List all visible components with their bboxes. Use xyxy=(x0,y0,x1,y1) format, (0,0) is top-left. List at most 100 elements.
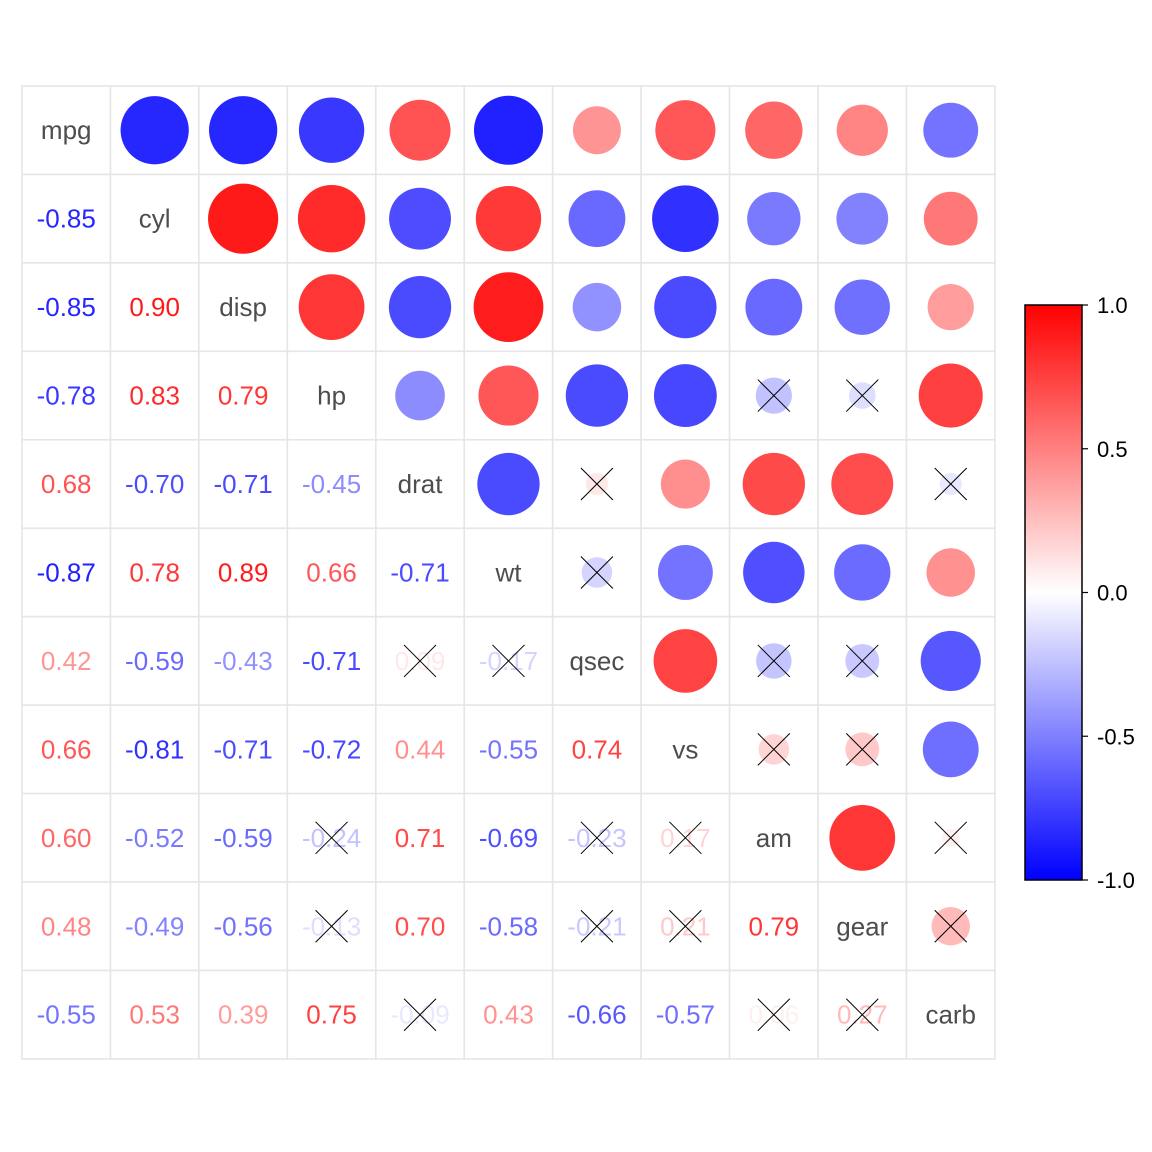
cell-disp-disp xyxy=(198,262,289,353)
cell-wt-hp xyxy=(286,527,377,618)
cell-carb-qsec xyxy=(551,969,642,1060)
insignificant-cross-hp-am xyxy=(757,379,791,412)
cell-drat-drat xyxy=(374,438,466,530)
insignificant-cross-wt-qsec xyxy=(580,556,614,589)
insignificant-cross-vs-gear xyxy=(845,733,879,766)
insignificant-cross-gear-qsec xyxy=(580,909,614,943)
coef-label-hp-mpg: -0.78 xyxy=(37,381,96,411)
coef-label-drat-mpg: 0.68 xyxy=(41,469,92,499)
cell-vs-hp xyxy=(286,704,377,795)
diag-label-drat: drat xyxy=(398,469,444,499)
coef-circle-disp-gear xyxy=(834,279,890,335)
coef-circle-cyl-gear xyxy=(836,192,889,245)
cell-wt-drat xyxy=(374,527,466,618)
cell-carb-vs xyxy=(640,969,731,1060)
coef-label-qsec-cyl: -0.59 xyxy=(125,646,184,676)
insignificant-cross-qsec-gear xyxy=(845,644,879,678)
cell-drat-qsec xyxy=(551,438,642,530)
coef-circle-wt-am xyxy=(743,541,805,604)
diag-label-am: am xyxy=(756,823,792,853)
cell-am-cyl xyxy=(109,792,200,883)
insignificant-cross-am-qsec xyxy=(580,821,614,855)
coef-circle-am-gear xyxy=(829,804,896,871)
insignificant-cross-gear-vs xyxy=(669,909,702,943)
diag-label-gear: gear xyxy=(836,911,888,941)
coef-label-hp-cyl: 0.83 xyxy=(129,381,180,411)
cell-hp-disp xyxy=(198,350,289,441)
coef-label-vs-drat: 0.44 xyxy=(395,734,446,764)
coef-circle-drat-wt xyxy=(477,452,540,516)
coef-label-cyl-mpg: -0.85 xyxy=(37,204,96,234)
coef-circle-disp-hp xyxy=(298,274,365,341)
cell-qsec-hp xyxy=(286,615,377,706)
coef-label-carb-mpg: -0.55 xyxy=(37,1000,96,1030)
coef-circle-hp-drat xyxy=(395,370,445,421)
coef-circle-disp-am xyxy=(745,278,803,336)
diag-label-vs: vs xyxy=(672,734,698,764)
coef-circle-mpg-disp xyxy=(209,96,278,165)
cell-vs-vs xyxy=(640,704,731,795)
coef-circle-qsec-vs xyxy=(653,629,718,693)
colorbar-gradient xyxy=(1024,304,1083,881)
coef-circle-mpg-am xyxy=(745,101,803,159)
insignificant-cross-carb-gear xyxy=(845,998,879,1032)
insignificant-cross-qsec-wt xyxy=(492,644,525,678)
coef-label-wt-mpg: -0.87 xyxy=(37,557,96,587)
coef-circle-disp-carb xyxy=(927,284,974,331)
coef-label-am-disp: -0.59 xyxy=(213,823,272,853)
coef-circle-cyl-disp xyxy=(208,183,279,254)
insignificant-cross-am-vs xyxy=(669,821,702,855)
cell-disp-mpg xyxy=(21,262,112,353)
coef-circle-mpg-wt xyxy=(473,95,543,165)
cell-cyl-mpg xyxy=(21,173,112,264)
coef-circle-mpg-vs xyxy=(655,100,716,161)
insignificant-cross-gear-hp xyxy=(315,909,348,943)
coef-label-carb-vs: -0.57 xyxy=(656,1000,715,1030)
cell-qsec-mpg xyxy=(21,615,112,706)
cell-mpg-mpg xyxy=(21,85,112,176)
cell-qsec-qsec xyxy=(551,615,642,706)
insignificant-cross-am-carb xyxy=(934,821,968,855)
coef-label-gear-am: 0.79 xyxy=(749,911,800,941)
coef-circle-mpg-drat xyxy=(389,99,451,161)
cell-gear-gear xyxy=(817,881,908,972)
cell-carb-mpg xyxy=(21,969,112,1060)
coef-label-am-mpg: 0.60 xyxy=(41,823,92,853)
colorbar-tick-label: 0.5 xyxy=(1097,437,1128,462)
insignificant-cross-carb-drat xyxy=(403,998,437,1032)
insignificant-cross-qsec-am xyxy=(757,644,791,678)
coef-label-wt-drat: -0.71 xyxy=(390,557,449,587)
insignificant-cross-carb-am xyxy=(757,998,791,1032)
coef-circle-wt-carb xyxy=(926,548,975,597)
diag-label-hp: hp xyxy=(317,381,346,411)
coef-label-vs-cyl: -0.81 xyxy=(125,734,184,764)
coef-circle-cyl-am xyxy=(747,191,801,246)
cell-carb-disp xyxy=(198,969,289,1060)
coef-circle-disp-drat xyxy=(388,275,452,339)
colorbar-tick-label: 0.0 xyxy=(1097,581,1128,606)
diag-label-mpg: mpg xyxy=(41,115,92,145)
insignificant-cross-am-hp xyxy=(315,821,348,855)
colorbar-tick-label: -0.5 xyxy=(1097,724,1135,749)
coef-label-qsec-disp: -0.43 xyxy=(213,646,272,676)
cell-gear-wt xyxy=(463,881,554,972)
coef-circle-cyl-drat xyxy=(389,187,451,250)
cell-gear-drat xyxy=(374,881,466,972)
cell-gear-disp xyxy=(198,881,289,972)
coef-circle-wt-gear xyxy=(834,544,891,601)
coef-label-am-drat: 0.71 xyxy=(395,823,446,853)
cell-qsec-disp xyxy=(198,615,289,706)
cell-carb-carb xyxy=(905,969,996,1060)
color-legend: 1.0 0.5 0.0 -0.5 -1.0 xyxy=(1024,293,1135,893)
coef-circle-hp-carb xyxy=(918,363,983,428)
cell-hp-hp xyxy=(286,350,377,441)
coef-label-wt-hp: 0.66 xyxy=(306,557,357,587)
coef-label-carb-qsec: -0.66 xyxy=(567,1000,626,1030)
coef-label-gear-cyl: -0.49 xyxy=(125,911,184,941)
coef-circle-wt-vs xyxy=(657,545,713,600)
coef-label-am-wt: -0.69 xyxy=(479,823,538,853)
coef-label-drat-cyl: -0.70 xyxy=(125,469,184,499)
cell-wt-wt xyxy=(463,527,554,618)
coef-label-vs-hp: -0.72 xyxy=(302,734,361,764)
coef-circle-disp-qsec xyxy=(572,282,622,332)
